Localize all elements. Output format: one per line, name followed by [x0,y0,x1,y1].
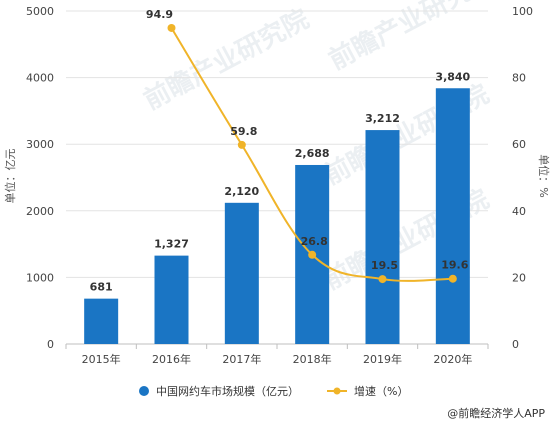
x-tick-label: 2018年 [293,352,332,366]
line-point-2016年 [167,23,176,32]
x-tick-label: 2017年 [222,352,261,366]
bar-value-label: 2,688 [295,147,330,160]
line-point-2019年 [378,275,387,284]
y-tick-label: 3000 [26,138,54,151]
legend-line-label: 增速（%） [354,384,408,398]
source-credit: @前瞻经济学人APP [447,406,545,420]
y-right-tick-label: 60 [512,138,526,151]
y-axis-right-title: 单位：% [537,154,551,197]
legend-bar-marker [139,386,149,396]
y-axis-right-ticks: 0 20 40 60 80 100 [512,5,533,351]
y-right-tick-label: 80 [512,72,526,85]
bar-value-label: 3,840 [435,70,470,83]
line-series [167,23,457,284]
bar-value-label: 3,212 [365,112,400,125]
x-tick-label: 2015年 [82,352,121,366]
y-tick-label: 2000 [26,205,54,218]
y-right-tick-label: 100 [512,5,533,18]
y-tick-label: 5000 [26,5,54,18]
x-axis-ticks: 2015年 2016年 2017年 2018年 2019年 2020年 [65,344,489,366]
y-axis-left-ticks: 0 1000 2000 3000 4000 5000 [26,5,54,351]
line-value-label: 19.5 [371,259,398,272]
line-value-label: 26.8 [301,235,328,248]
bar-2019年 [365,130,400,344]
bar-value-label: 681 [90,281,113,294]
y-right-tick-label: 40 [512,205,526,218]
bar-data-labels: 681 1,327 2,120 2,688 3,212 3,840 [90,70,471,293]
y-tick-label: 1000 [26,271,54,284]
bar-2015年 [84,298,119,344]
gridlines [66,10,488,345]
bar-value-label: 2,120 [224,185,259,198]
bar-2016年 [154,255,189,344]
y-right-tick-label: 0 [512,338,519,351]
line-value-label: 19.6 [441,259,468,272]
bar-series [84,88,470,344]
y-tick-label: 4000 [26,72,54,85]
x-tick-label: 2016年 [152,352,191,366]
legend-line-marker [333,387,341,395]
bar-2017年 [224,202,259,344]
y-right-tick-label: 20 [512,271,526,284]
x-tick-label: 2019年 [363,352,402,366]
y-axis-left-title: 单位：亿元 [3,149,17,204]
bar-2020年 [435,88,470,344]
y-tick-label: 0 [47,338,54,351]
line-value-label: 94.9 [146,8,173,21]
line-point-2018年 [308,250,317,259]
line-data-labels: 94.9 59.8 26.8 19.5 19.6 [146,8,469,272]
line-point-2017年 [237,140,246,149]
line-point-2020年 [448,274,457,283]
line-value-label: 59.8 [230,125,257,138]
legend-bar-label: 中国网约车市场规模（亿元） [156,384,299,398]
bar-value-label: 1,327 [154,238,189,251]
growth-line [170,27,453,282]
x-tick-label: 2020年 [433,352,472,366]
legend: 中国网约车市场规模（亿元） 增速（%） [139,384,408,398]
